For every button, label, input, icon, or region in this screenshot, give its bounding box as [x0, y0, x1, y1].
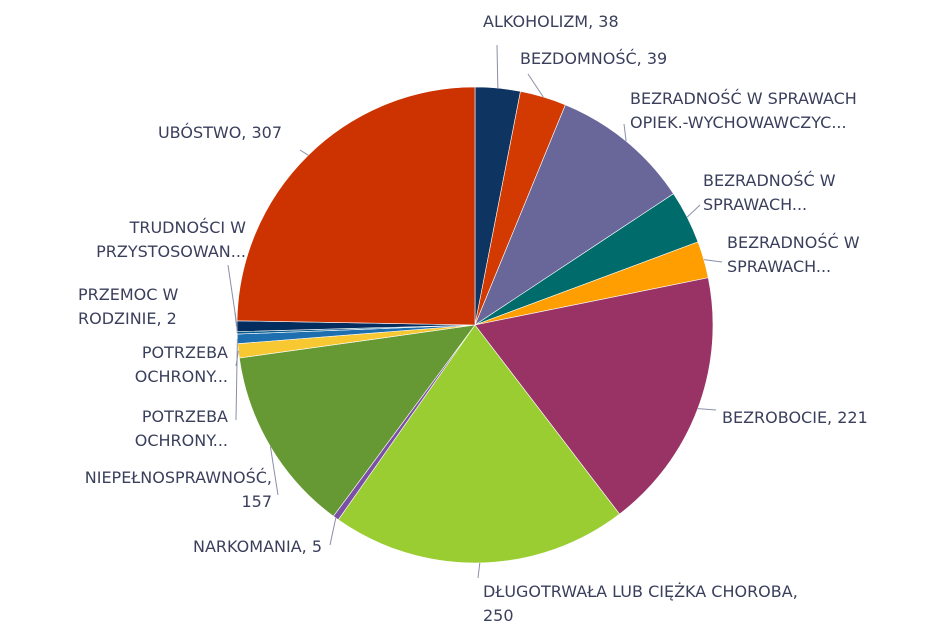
slice-label-line: TRUDNOŚCI W — [129, 218, 247, 237]
slice-label-line: 250 — [483, 606, 514, 623]
leader-line — [697, 408, 717, 411]
slice-label-line: DŁUGOTRWAŁA LUB CIĘŻKA CHOROBA, — [483, 582, 798, 601]
slice-label-line: 157 — [241, 492, 272, 511]
slice-label-line: OPIEK.-WYCHOWAWCZYC... — [630, 113, 847, 132]
slice-label: UBÓSTWO, 307 — [158, 123, 282, 142]
slice-label-line: SPRAWACH... — [727, 257, 831, 276]
slice-label: BEZRADNOŚĆ W SPRAWACH... — [727, 233, 860, 276]
pie-slice — [474, 277, 714, 515]
leader-line — [329, 517, 337, 546]
slice-label-line: UBÓSTWO, 307 — [158, 123, 282, 142]
slice-label-line: PRZYSTOSOWAN... — [96, 242, 246, 261]
leader-line — [477, 562, 481, 579]
slice-label-line: POTRZEBA — [142, 343, 228, 362]
slice-label-line: NIEPEŁNOSPRAWNOŚĆ, — [85, 468, 272, 487]
slice-label: NARKOMANIA, 5 — [193, 537, 322, 556]
slice-label-line: NARKOMANIA, 5 — [193, 537, 322, 556]
slice-label-line: SPRAWACH... — [703, 195, 807, 214]
slice-label-line: BEZDOMNOŚĆ, 39 — [520, 49, 667, 68]
leader-line — [269, 446, 279, 496]
slice-label-line: OCHRONY... — [135, 431, 228, 450]
slice-label: BEZRADNOŚĆ W SPRAWACH... — [703, 171, 836, 214]
slice-label-line: BEZRADNOŚĆ W — [703, 171, 836, 190]
leader-line — [686, 204, 701, 218]
leader-line — [299, 149, 309, 156]
slice-label: DŁUGOTRWAŁA LUB CIĘŻKA CHOROBA, 250 — [483, 582, 798, 623]
slice-label: TRUDNOŚCI W PRZYSTOSOWAN... — [96, 218, 246, 261]
leader-line — [527, 73, 544, 98]
leader-line — [703, 259, 723, 263]
slice-label-line: RODZINIE, 2 — [78, 309, 177, 328]
leader-line — [623, 123, 627, 142]
pie-slice — [238, 324, 476, 517]
slice-label: PRZEMOC W RODZINIE, 2 — [78, 285, 178, 328]
leader-line — [227, 264, 238, 327]
slice-label: POTRZEBA OCHRONY... — [135, 407, 228, 450]
slice-label: BEZDOMNOŚĆ, 39 — [520, 49, 667, 68]
slice-label-line: BEZRADNOŚĆ W — [727, 233, 860, 252]
slice-label-line: PRZEMOC W — [78, 285, 178, 304]
leader-line — [496, 44, 499, 89]
slice-label: ALKOHOLIZM, 38 — [483, 12, 619, 31]
leader-line — [235, 338, 238, 421]
slice-label: BEZROBOCIE, 221 — [722, 408, 868, 427]
slice-label: POTRZEBA OCHRONY... — [135, 343, 228, 386]
slice-label-line: BEZROBOCIE, 221 — [722, 408, 868, 427]
slice-label-line: ALKOHOLIZM, 38 — [483, 12, 619, 31]
slice-label: BEZRADNOŚĆ W SPRAWACH OPIEK.-WYCHOWAWCZYC… — [630, 89, 857, 132]
pie-slice — [236, 86, 476, 326]
slice-label-line: POTRZEBA — [142, 407, 228, 426]
slice-label-line: OCHRONY... — [135, 367, 228, 386]
slice-label-line: BEZRADNOŚĆ W SPRAWACH — [630, 89, 857, 108]
slice-label: NIEPEŁNOSPRAWNOŚĆ, 157 — [85, 468, 272, 511]
